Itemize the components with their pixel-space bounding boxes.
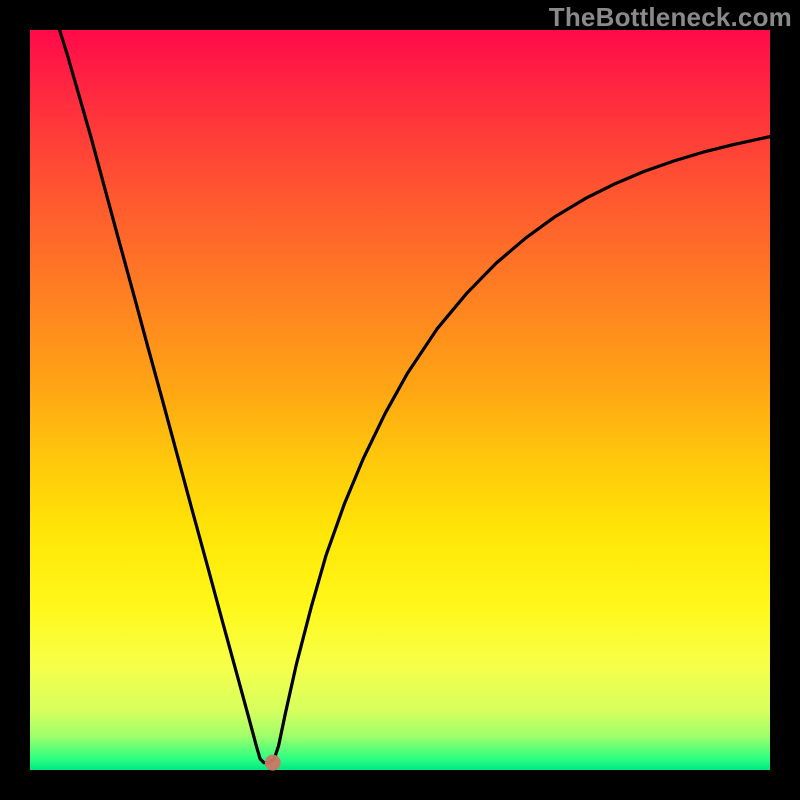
chart-container: TheBottleneck.com [0, 0, 800, 800]
bottleneck-curve-chart [0, 0, 800, 800]
watermark-text: TheBottleneck.com [549, 2, 792, 33]
optimal-point-marker [265, 755, 281, 771]
plot-background-gradient [30, 30, 770, 770]
